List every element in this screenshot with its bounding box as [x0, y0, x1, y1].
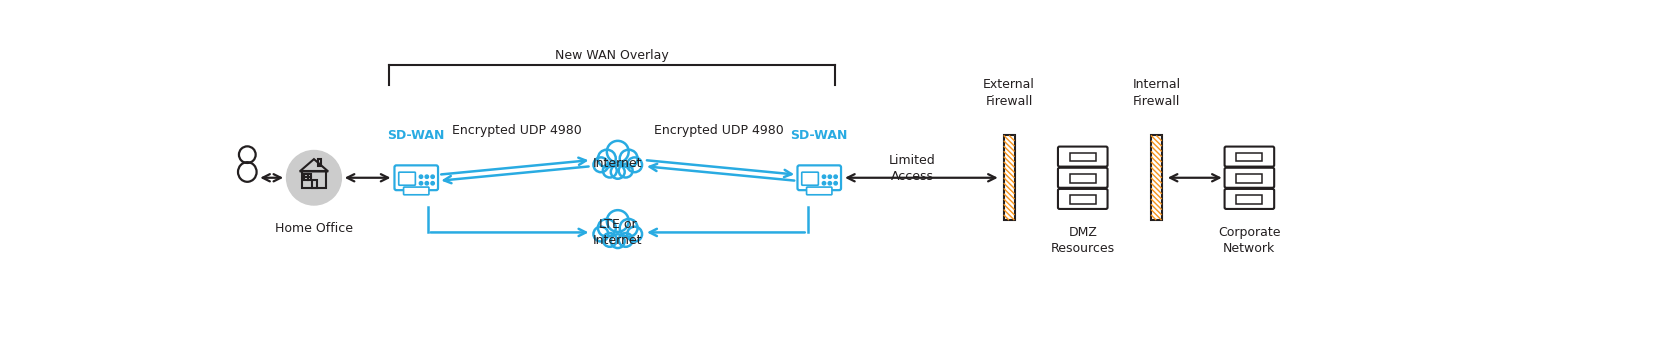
FancyBboxPatch shape	[1223, 189, 1273, 209]
Text: SD-WAN: SD-WAN	[789, 129, 847, 142]
Text: Encrypted UDP 4980: Encrypted UDP 4980	[452, 124, 581, 137]
FancyBboxPatch shape	[1223, 146, 1273, 166]
Bar	[1003, 136, 1015, 220]
FancyBboxPatch shape	[1223, 168, 1273, 188]
Circle shape	[604, 219, 631, 246]
Circle shape	[611, 165, 624, 179]
Circle shape	[834, 175, 837, 178]
Bar	[1236, 174, 1261, 182]
Circle shape	[606, 141, 629, 163]
Circle shape	[419, 182, 422, 185]
Circle shape	[606, 210, 629, 232]
Text: New WAN Overlay: New WAN Overlay	[554, 49, 669, 62]
Text: Internal
Firewall: Internal Firewall	[1132, 78, 1180, 108]
Circle shape	[592, 157, 607, 172]
FancyBboxPatch shape	[798, 165, 841, 190]
Circle shape	[619, 233, 632, 247]
FancyBboxPatch shape	[394, 165, 439, 190]
Text: LTE or
Internet: LTE or Internet	[592, 218, 642, 247]
FancyBboxPatch shape	[801, 172, 818, 185]
Text: DMZ
Resources: DMZ Resources	[1049, 226, 1114, 255]
Circle shape	[627, 227, 642, 241]
Circle shape	[425, 175, 429, 178]
Circle shape	[597, 219, 616, 237]
Bar	[303, 171, 326, 188]
Bar	[1150, 136, 1162, 220]
Bar	[318, 159, 321, 166]
Text: Encrypted UDP 4980: Encrypted UDP 4980	[654, 124, 783, 137]
Circle shape	[619, 219, 637, 237]
Circle shape	[828, 182, 831, 185]
FancyBboxPatch shape	[1058, 146, 1107, 166]
Circle shape	[602, 164, 616, 177]
Circle shape	[430, 182, 434, 185]
Bar	[1236, 153, 1261, 161]
Circle shape	[425, 182, 429, 185]
Bar	[1069, 174, 1096, 182]
Bar	[305, 174, 311, 180]
Bar	[1069, 153, 1096, 161]
Circle shape	[823, 182, 826, 185]
Text: Home Office: Home Office	[275, 222, 353, 235]
FancyBboxPatch shape	[1058, 189, 1107, 209]
Text: Corporate
Network: Corporate Network	[1218, 226, 1279, 255]
Circle shape	[627, 157, 642, 172]
Circle shape	[619, 150, 637, 168]
Text: External
Firewall: External Firewall	[983, 78, 1034, 108]
Bar	[1236, 195, 1261, 204]
Circle shape	[286, 151, 341, 205]
Circle shape	[602, 233, 616, 247]
Bar	[311, 180, 316, 188]
Text: Internet: Internet	[592, 157, 642, 170]
FancyBboxPatch shape	[1058, 168, 1107, 188]
Circle shape	[828, 175, 831, 178]
Text: SD-WAN: SD-WAN	[387, 129, 445, 142]
Circle shape	[597, 150, 616, 168]
Circle shape	[419, 175, 422, 178]
FancyBboxPatch shape	[806, 187, 831, 195]
Circle shape	[823, 175, 826, 178]
FancyBboxPatch shape	[399, 172, 415, 185]
Text: Limited
Access: Limited Access	[889, 154, 935, 183]
Circle shape	[430, 175, 434, 178]
FancyBboxPatch shape	[404, 187, 429, 195]
Circle shape	[611, 234, 624, 248]
Circle shape	[834, 182, 837, 185]
Circle shape	[604, 150, 631, 177]
Bar	[1069, 195, 1096, 204]
Circle shape	[619, 164, 632, 177]
Circle shape	[592, 227, 607, 241]
